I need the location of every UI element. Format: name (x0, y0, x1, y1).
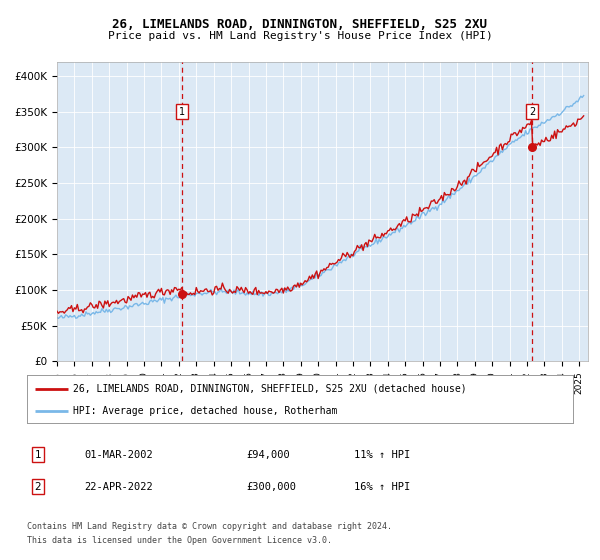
Text: £300,000: £300,000 (246, 482, 296, 492)
Text: 26, LIMELANDS ROAD, DINNINGTON, SHEFFIELD, S25 2XU: 26, LIMELANDS ROAD, DINNINGTON, SHEFFIEL… (113, 17, 487, 31)
Text: 26, LIMELANDS ROAD, DINNINGTON, SHEFFIELD, S25 2XU (detached house): 26, LIMELANDS ROAD, DINNINGTON, SHEFFIEL… (73, 384, 467, 394)
Text: 1: 1 (179, 106, 185, 116)
Text: Price paid vs. HM Land Registry's House Price Index (HPI): Price paid vs. HM Land Registry's House … (107, 31, 493, 41)
Text: £94,000: £94,000 (246, 450, 290, 460)
Text: 2: 2 (529, 106, 535, 116)
Text: HPI: Average price, detached house, Rotherham: HPI: Average price, detached house, Roth… (73, 406, 338, 416)
Text: Contains HM Land Registry data © Crown copyright and database right 2024.: Contains HM Land Registry data © Crown c… (27, 522, 392, 531)
Text: 1: 1 (34, 450, 41, 460)
Text: 22-APR-2022: 22-APR-2022 (84, 482, 153, 492)
Text: 16% ↑ HPI: 16% ↑ HPI (354, 482, 410, 492)
Text: 01-MAR-2002: 01-MAR-2002 (84, 450, 153, 460)
Text: 11% ↑ HPI: 11% ↑ HPI (354, 450, 410, 460)
Text: 2: 2 (34, 482, 41, 492)
Text: This data is licensed under the Open Government Licence v3.0.: This data is licensed under the Open Gov… (27, 536, 332, 545)
